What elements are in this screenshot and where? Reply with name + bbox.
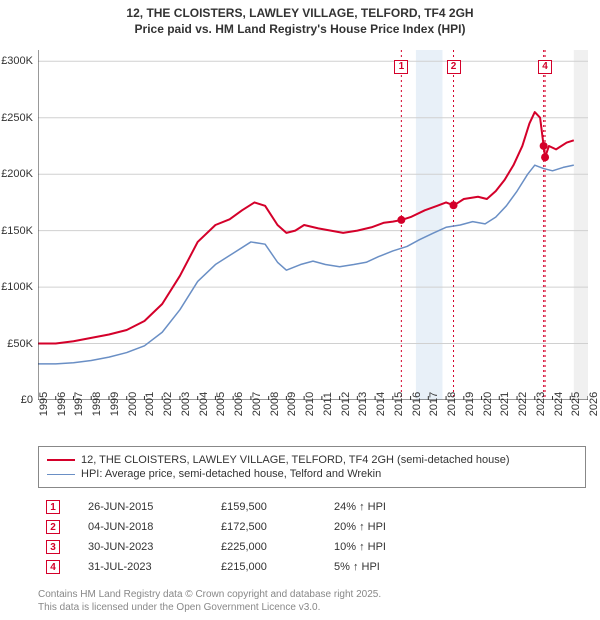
- legend-label: 12, THE CLOISTERS, LAWLEY VILLAGE, TELFO…: [81, 454, 510, 466]
- sale-marker-icon: 2: [46, 520, 60, 534]
- x-tick-label: 1999: [109, 392, 121, 416]
- footer-line-1: Contains HM Land Registry data © Crown c…: [38, 588, 381, 601]
- chart-plot-area: £0£50K£100K£150K£200K£250K£300K 124: [38, 50, 588, 400]
- legend-swatch: [47, 459, 75, 461]
- x-tick-label: 2016: [411, 392, 423, 416]
- x-tick-label: 2003: [180, 392, 192, 416]
- x-tick-label: 2006: [233, 392, 245, 416]
- chart-footer: Contains HM Land Registry data © Crown c…: [38, 588, 381, 614]
- footer-line-2: This data is licensed under the Open Gov…: [38, 601, 381, 614]
- x-tick-label: 2020: [482, 392, 494, 416]
- x-tick-label: 2017: [428, 392, 440, 416]
- y-tick-label: £300K: [1, 55, 33, 67]
- x-tick-label: 2008: [269, 392, 281, 416]
- sale-row: 2 04-JUN-2018 £172,500 20% ↑ HPI: [38, 518, 586, 538]
- sale-row: 1 26-JUN-2015 £159,500 24% ↑ HPI: [38, 498, 586, 518]
- x-tick-label: 1998: [91, 392, 103, 416]
- x-tick-label: 2018: [446, 392, 458, 416]
- title-line-1: 12, THE CLOISTERS, LAWLEY VILLAGE, TELFO…: [0, 6, 600, 22]
- x-tick-label: 2004: [198, 392, 210, 416]
- sale-marker-label: 1: [394, 60, 408, 74]
- y-tick-label: £200K: [1, 168, 33, 180]
- legend-item: 12, THE CLOISTERS, LAWLEY VILLAGE, TELFO…: [47, 453, 577, 467]
- x-tick-label: 2011: [322, 392, 334, 416]
- x-tick-label: 2010: [304, 392, 316, 416]
- sale-price: £172,500: [221, 521, 306, 533]
- x-tick-label: 1995: [38, 392, 50, 416]
- sale-delta: 10% ↑ HPI: [334, 541, 424, 553]
- x-tick-label: 2019: [464, 392, 476, 416]
- legend-label: HPI: Average price, semi-detached house,…: [81, 468, 381, 480]
- chart-container: 12, THE CLOISTERS, LAWLEY VILLAGE, TELFO…: [0, 0, 600, 620]
- x-tick-label: 2007: [251, 392, 263, 416]
- legend-item: HPI: Average price, semi-detached house,…: [47, 467, 577, 481]
- sale-price: £159,500: [221, 501, 306, 513]
- sale-marker-label: 4: [538, 60, 552, 74]
- sale-delta: 20% ↑ HPI: [334, 521, 424, 533]
- title-line-2: Price paid vs. HM Land Registry's House …: [0, 22, 600, 38]
- y-tick-label: £150K: [1, 225, 33, 237]
- x-tick-label: 2024: [553, 392, 565, 416]
- sale-delta: 24% ↑ HPI: [334, 501, 424, 513]
- x-tick-label: 2021: [499, 392, 511, 416]
- sale-price: £225,000: [221, 541, 306, 553]
- legend-swatch: [47, 474, 75, 475]
- y-tick-label: £50K: [7, 338, 33, 350]
- sale-date: 26-JUN-2015: [88, 501, 193, 513]
- x-tick-label: 2026: [588, 392, 600, 416]
- sale-row: 3 30-JUN-2023 £225,000 10% ↑ HPI: [38, 538, 586, 558]
- x-tick-label: 2025: [570, 392, 582, 416]
- sale-date: 31-JUL-2023: [88, 561, 193, 573]
- y-tick-label: £250K: [1, 112, 33, 124]
- x-tick-label: 2009: [286, 392, 298, 416]
- sale-marker-label: 2: [447, 60, 461, 74]
- x-tick-label: 2023: [535, 392, 547, 416]
- x-tick-label: 1996: [56, 392, 68, 416]
- sale-marker-icon: 3: [46, 540, 60, 554]
- sale-row: 4 31-JUL-2023 £215,000 5% ↑ HPI: [38, 558, 586, 578]
- x-tick-label: 2002: [162, 392, 174, 416]
- x-tick-label: 2014: [375, 392, 387, 416]
- y-tick-label: £0: [21, 394, 33, 406]
- x-tick-label: 1997: [73, 392, 85, 416]
- sale-delta: 5% ↑ HPI: [334, 561, 424, 573]
- x-tick-label: 2015: [393, 392, 405, 416]
- x-tick-label: 2005: [215, 392, 227, 416]
- chart-title: 12, THE CLOISTERS, LAWLEY VILLAGE, TELFO…: [0, 0, 600, 37]
- y-tick-label: £100K: [1, 281, 33, 293]
- x-tick-label: 2001: [144, 392, 156, 416]
- x-tick-label: 2013: [357, 392, 369, 416]
- x-tick-label: 2022: [517, 392, 529, 416]
- legend-box: 12, THE CLOISTERS, LAWLEY VILLAGE, TELFO…: [38, 446, 586, 488]
- x-tick-label: 2000: [127, 392, 139, 416]
- sale-marker-icon: 4: [46, 560, 60, 574]
- chart-svg: [38, 50, 588, 400]
- sale-marker-icon: 1: [46, 500, 60, 514]
- x-axis-labels: 1995199619971998199920002001200220032004…: [38, 404, 588, 444]
- sale-date: 30-JUN-2023: [88, 541, 193, 553]
- sale-date: 04-JUN-2018: [88, 521, 193, 533]
- x-tick-label: 2012: [340, 392, 352, 416]
- sales-table: 1 26-JUN-2015 £159,500 24% ↑ HPI 2 04-JUN-201…: [38, 498, 586, 578]
- sale-price: £215,000: [221, 561, 306, 573]
